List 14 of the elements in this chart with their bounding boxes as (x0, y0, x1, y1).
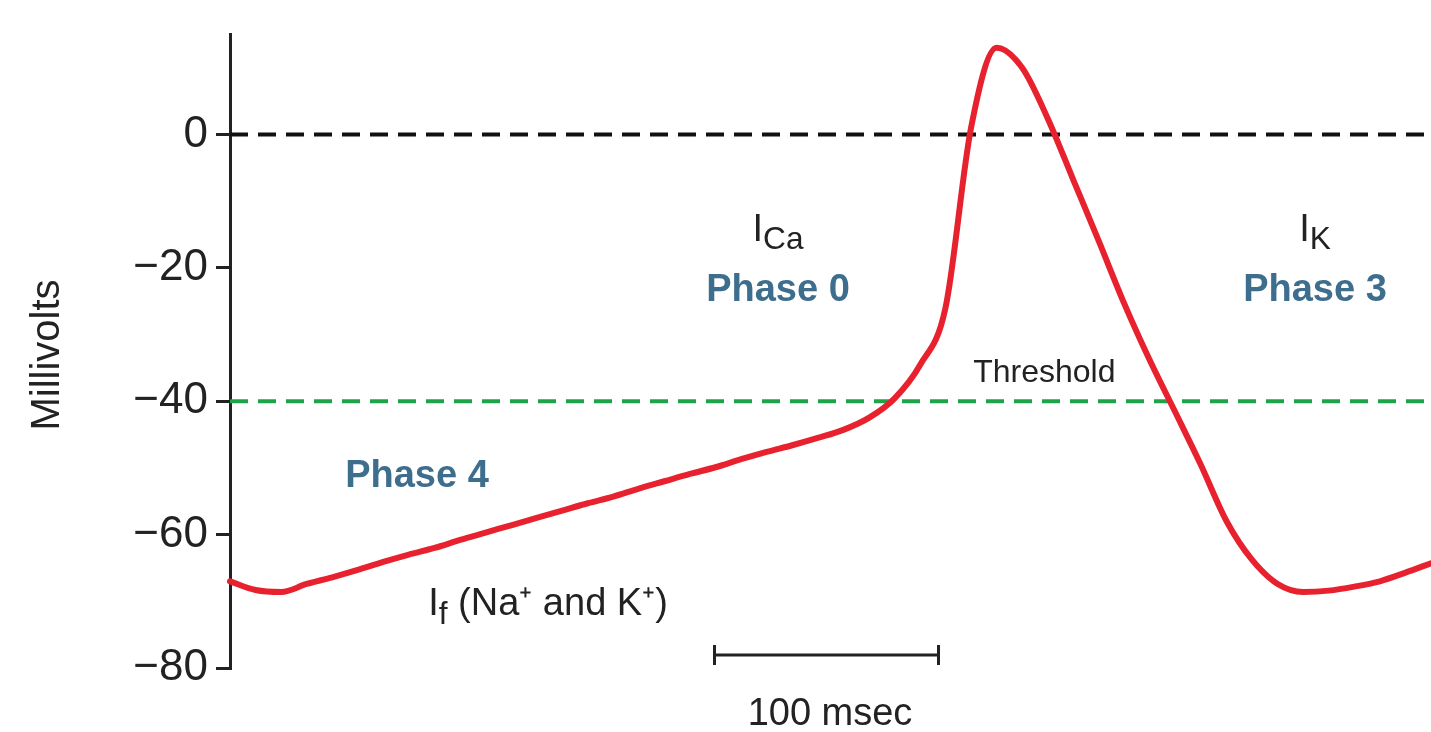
annotation: Phase 0 (706, 266, 850, 310)
y-tick-label: −40 (133, 373, 208, 423)
y-tick-label: −60 (133, 506, 208, 556)
y-tick-label: −20 (133, 239, 208, 289)
annotation: Phase 4 (345, 452, 489, 496)
annotation: Phase 3 (1243, 266, 1387, 310)
text: 100 msec (747, 690, 913, 732)
y-tick-label: −80 (133, 640, 208, 690)
annotation: I$_{Ca}$ (752, 206, 804, 258)
y-tick-label: 0 (183, 106, 208, 156)
y-axis-title: Millivolts (22, 279, 68, 431)
ref-line-label: Threshold (973, 353, 1116, 390)
annotation: I$_{K}$ (1299, 206, 1331, 258)
annotation: I$_{f}$ (Na⁺ and K⁺) (428, 580, 668, 632)
